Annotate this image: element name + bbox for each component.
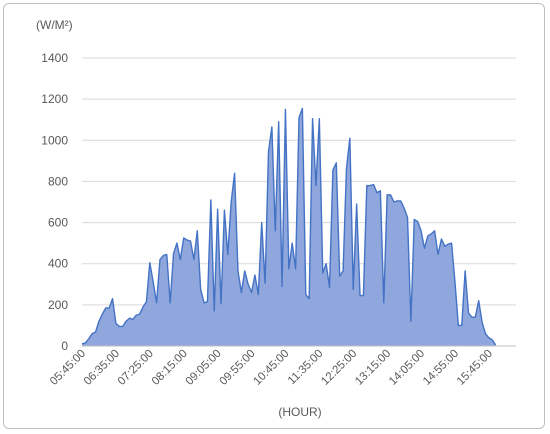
x-tick-label: 08:15:00 xyxy=(150,348,190,388)
y-tick-label: 0 xyxy=(61,339,68,353)
series-layer xyxy=(81,107,516,347)
x-tick-label: 06:35:00 xyxy=(82,348,122,388)
x-tick-label: 07:25:00 xyxy=(116,348,156,388)
y-tick-labels: 0 200 400 600 800 1000 1200 1400 xyxy=(41,51,68,353)
x-tick-label: 13:15:00 xyxy=(353,348,393,388)
y-tick-label: 1200 xyxy=(41,92,68,106)
x-tick-label: 10:45:00 xyxy=(251,348,291,388)
y-tick-label: 600 xyxy=(48,216,68,230)
x-tick-label: 11:35:00 xyxy=(286,348,326,388)
y-tick-label: 1400 xyxy=(41,51,68,65)
x-tick-label: 12:25:00 xyxy=(319,348,359,388)
x-tick-label: 15:45:00 xyxy=(455,348,495,388)
y-tick-label: 800 xyxy=(48,174,68,188)
x-tick-label: 09:55:00 xyxy=(218,348,258,388)
x-tick-label: 09:05:00 xyxy=(184,348,224,388)
x-tick-label: 14:05:00 xyxy=(387,348,427,388)
x-axis-label: (HOUR) xyxy=(278,405,321,419)
series-area xyxy=(82,108,496,347)
x-tick-labels: 05:45:0006:35:0007:25:0008:15:0009:05:00… xyxy=(48,348,495,388)
x-tick-label: 14:55:00 xyxy=(421,348,461,388)
y-tick-label: 200 xyxy=(48,298,68,312)
x-tick-label: 05:45:00 xyxy=(48,348,88,388)
y-tick-label: 1000 xyxy=(41,133,68,147)
series-line xyxy=(81,107,497,346)
y-axis-label: (W/M²) xyxy=(36,18,73,32)
y-tick-label: 400 xyxy=(48,257,68,271)
